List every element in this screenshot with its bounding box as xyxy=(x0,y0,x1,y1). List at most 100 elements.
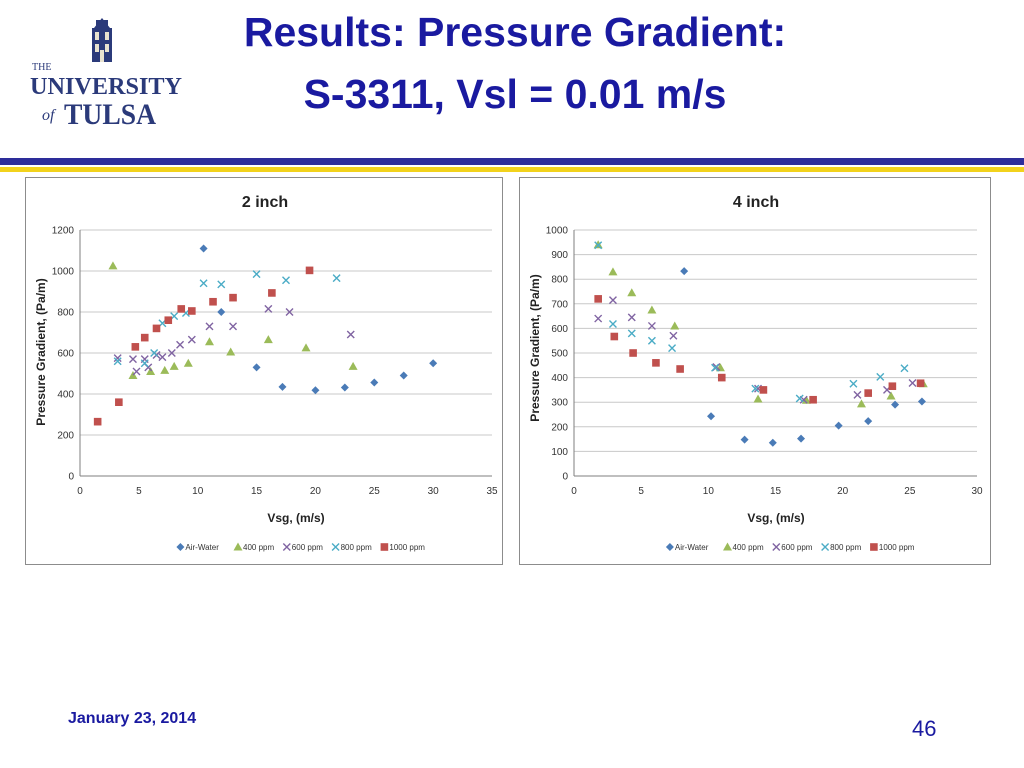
data-point xyxy=(167,349,176,357)
data-point xyxy=(676,365,684,373)
data-point xyxy=(707,412,716,421)
data-point xyxy=(917,397,926,406)
legend-marker xyxy=(772,543,781,551)
legend-label: 600 ppm xyxy=(292,543,323,552)
data-point xyxy=(608,267,618,276)
data-point xyxy=(113,354,122,363)
legend-label: 600 ppm xyxy=(781,543,812,552)
data-point xyxy=(916,379,925,388)
legend-marker xyxy=(233,542,243,551)
header-rule-gold xyxy=(0,167,1024,172)
x-tick-label: 15 xyxy=(770,486,782,497)
legend-marker xyxy=(821,543,830,551)
data-point xyxy=(629,349,637,357)
x-axis-title: Vsg, (m/s) xyxy=(267,511,324,525)
data-point xyxy=(199,279,208,288)
data-point xyxy=(594,314,603,323)
data-point xyxy=(751,384,760,393)
data-point xyxy=(891,400,900,409)
data-point xyxy=(608,296,617,305)
x-tick-label: 10 xyxy=(192,486,204,497)
x-tick-label: 15 xyxy=(251,486,263,497)
data-point xyxy=(670,321,680,330)
legend-marker xyxy=(282,543,291,551)
data-point xyxy=(160,365,170,374)
x-axis-title: Vsg, (m/s) xyxy=(747,511,804,525)
data-point xyxy=(669,331,678,340)
y-tick-label: 800 xyxy=(57,308,74,319)
data-point xyxy=(332,274,341,283)
y-axis-title: Pressure Gradient, (Pa/m) xyxy=(528,274,542,421)
legend-marker xyxy=(176,543,185,551)
data-point xyxy=(285,308,294,316)
data-point xyxy=(399,371,408,380)
data-point xyxy=(278,382,287,391)
data-point xyxy=(853,390,862,399)
data-point xyxy=(627,288,637,297)
data-point xyxy=(717,373,726,382)
data-point xyxy=(711,363,720,372)
data-point xyxy=(205,322,214,331)
data-point xyxy=(217,308,226,316)
legend-label: 400 ppm xyxy=(733,543,764,552)
data-point xyxy=(864,389,872,397)
data-point xyxy=(876,372,885,381)
data-point xyxy=(888,382,897,391)
x-tick-label: 25 xyxy=(904,486,916,497)
data-point xyxy=(370,378,379,387)
data-point xyxy=(177,305,186,313)
data-point xyxy=(264,304,273,313)
legend-marker xyxy=(870,543,878,551)
data-point xyxy=(252,363,261,372)
data-point xyxy=(627,313,636,322)
data-point xyxy=(647,321,656,330)
y-tick-label: 200 xyxy=(57,431,74,442)
data-point xyxy=(311,386,320,395)
data-point xyxy=(346,330,355,339)
legend-marker xyxy=(723,542,732,551)
data-point xyxy=(204,337,214,346)
data-point xyxy=(131,343,140,351)
data-point xyxy=(209,297,217,306)
slide-title-line-1: Results: Pressure Gradient: xyxy=(243,9,787,55)
y-tick-label: 800 xyxy=(551,275,568,286)
data-point xyxy=(797,434,806,443)
legend-label: 1000 ppm xyxy=(879,543,915,552)
data-point xyxy=(594,241,603,250)
x-tick-label: 5 xyxy=(136,486,142,497)
data-point xyxy=(849,379,858,388)
data-point xyxy=(169,361,179,370)
data-point xyxy=(886,391,896,400)
legend-label: 1000 ppm xyxy=(389,543,425,552)
data-point xyxy=(93,417,102,426)
legend-label: 800 ppm xyxy=(830,543,861,552)
building-icon xyxy=(92,18,112,62)
header-rule-navy xyxy=(0,158,1024,165)
data-point xyxy=(627,329,636,338)
y-tick-label: 700 xyxy=(551,299,568,310)
legend-marker xyxy=(380,543,389,551)
data-point xyxy=(115,398,123,406)
data-point xyxy=(834,421,843,430)
data-point xyxy=(301,343,311,352)
x-tick-label: 10 xyxy=(703,486,715,497)
data-point xyxy=(680,267,689,276)
chart-panel-4-inch: 4 inch 0 100 200 300 400 500 600 700 800 900 1000 0… xyxy=(519,177,991,565)
data-point xyxy=(282,276,290,285)
data-point xyxy=(610,332,619,341)
x-tick-label: 5 xyxy=(638,486,644,497)
data-point xyxy=(164,316,173,324)
x-tick-label: 0 xyxy=(77,486,83,497)
data-point xyxy=(740,435,749,444)
data-point xyxy=(132,367,141,376)
data-point xyxy=(801,395,811,404)
data-point xyxy=(176,340,185,349)
y-tick-label: 0 xyxy=(562,472,568,483)
chart-panel-2-inch: 2 inch 0 200 400 600 800 1000 1200 0 5 10 15 20 25 30… xyxy=(25,177,503,565)
data-point xyxy=(128,355,137,364)
data-point xyxy=(900,364,909,373)
data-point xyxy=(128,371,138,380)
data-point xyxy=(263,335,273,344)
data-point xyxy=(768,438,777,447)
legend-label: Air-Water xyxy=(185,543,219,552)
